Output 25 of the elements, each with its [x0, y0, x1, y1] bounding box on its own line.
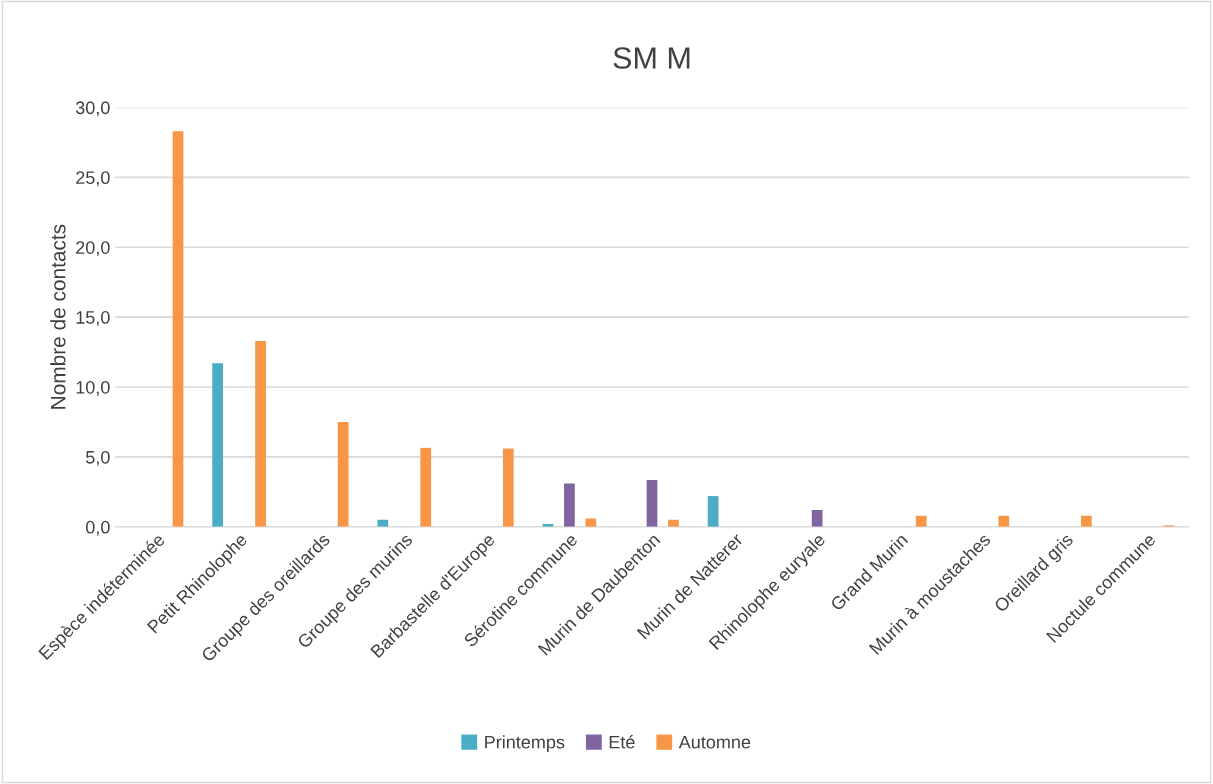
y-tick-label: 5,0 [86, 450, 110, 466]
bar [420, 447, 432, 527]
bar [212, 363, 223, 527]
y-tick-label: 20,0 [76, 241, 110, 257]
y-tick-label: 30,0 [75, 101, 110, 117]
bar [811, 510, 823, 527]
bar [172, 131, 184, 527]
y-tick-label: 0,0 [85, 520, 110, 536]
legend-label: Eté [609, 735, 635, 749]
bar [502, 448, 514, 527]
bar [564, 483, 575, 527]
bar [998, 515, 1010, 527]
bar [255, 340, 266, 527]
y-axis-title: Nombre de contacts [50, 224, 66, 409]
bar [646, 480, 658, 527]
y-tick-label: 10,0 [76, 380, 110, 396]
bar [707, 496, 719, 527]
y-tick-label: 25,0 [76, 171, 110, 187]
chart-title: SM M [613, 47, 690, 69]
bar [337, 421, 349, 527]
bar [1080, 515, 1092, 527]
bar [915, 515, 927, 527]
legend-label: Printemps [485, 735, 565, 753]
y-tick-label: 15,0 [76, 311, 110, 326]
legend-label: Automne [678, 735, 751, 749]
